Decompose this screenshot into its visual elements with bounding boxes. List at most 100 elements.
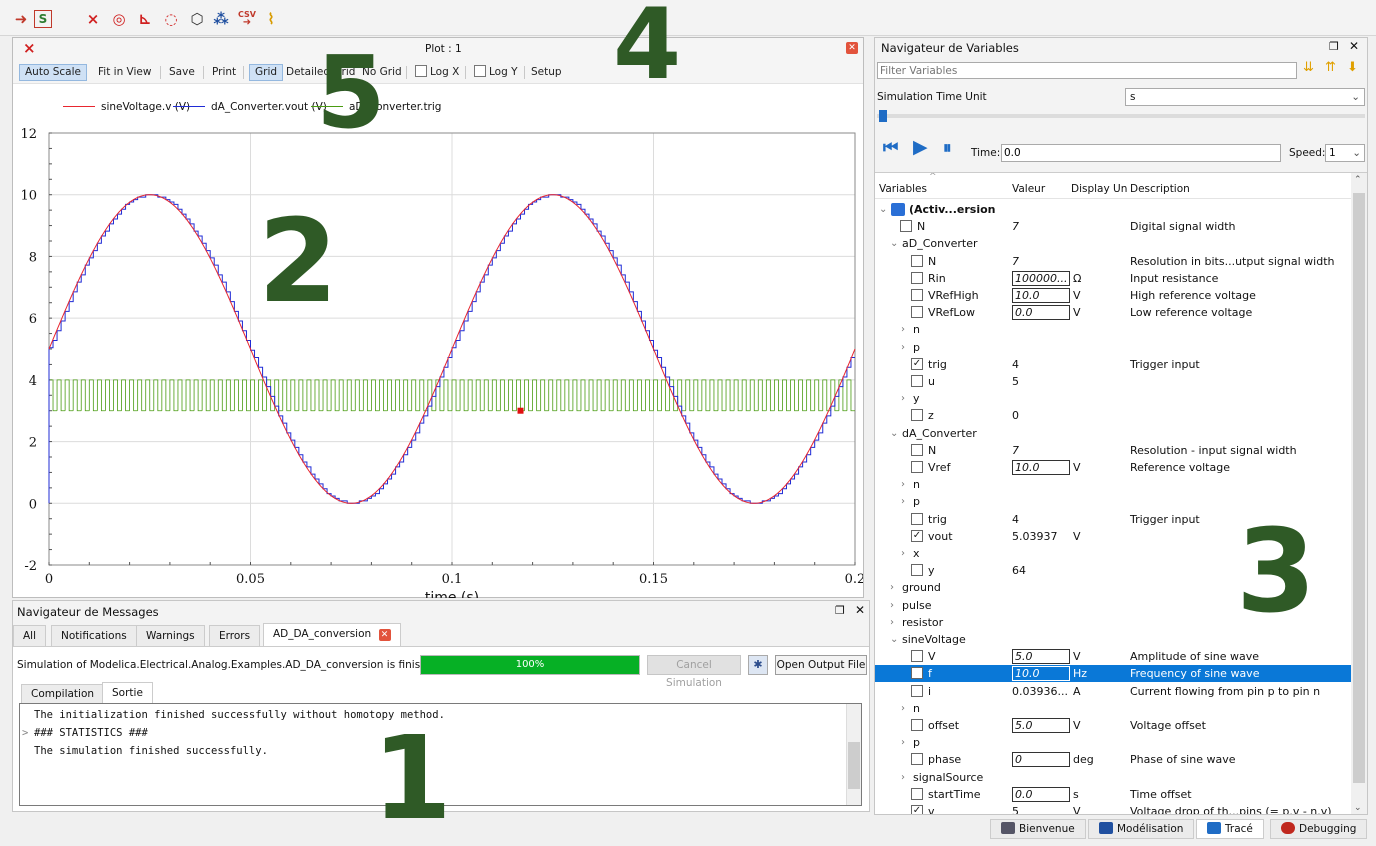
log-y-toggle[interactable]: Log Y xyxy=(469,64,523,81)
variable-value-input[interactable]: 10.0 xyxy=(1012,288,1070,303)
variable-row[interactable]: ✓ vout 5.03937 V xyxy=(875,528,1351,545)
new-plot-icon[interactable]: ⨯ xyxy=(86,10,100,28)
plot-variable-checkbox[interactable] xyxy=(911,289,923,301)
chevron-right-icon[interactable]: › xyxy=(901,496,905,508)
variable-row[interactable]: › y xyxy=(875,390,1351,407)
series-line-vout[interactable] xyxy=(48,194,855,504)
time-unit-select[interactable]: s ⌄ xyxy=(1125,88,1365,106)
export-csv-icon[interactable]: CSV ➜ xyxy=(238,10,256,28)
legend-item-vout[interactable]: dA_Converter.vout (V) xyxy=(173,100,327,114)
plot-variable-checkbox[interactable] xyxy=(911,650,923,663)
variable-value-input[interactable]: 0 xyxy=(1012,752,1070,768)
perspective-plotting[interactable]: Tracé xyxy=(1196,819,1264,839)
chevron-down-icon[interactable]: ⌄ xyxy=(890,238,899,250)
clear-plot-broom-icon[interactable]: ⌇ xyxy=(267,10,275,28)
variable-row[interactable]: ⌄ (Activ...ersion xyxy=(875,201,1351,218)
variable-row[interactable]: y 64 xyxy=(875,562,1351,579)
variable-row[interactable]: N 7 Resolution - input signal width xyxy=(875,442,1351,459)
save-button[interactable]: Save xyxy=(169,66,195,78)
plot-variable-checkbox[interactable] xyxy=(911,306,923,319)
setup-button[interactable]: Setup xyxy=(531,66,562,78)
tab-errors[interactable]: Errors xyxy=(209,625,261,646)
plot-variable-checkbox[interactable] xyxy=(911,375,923,387)
float-panel-icon[interactable]: ❐ xyxy=(835,604,845,617)
variable-row[interactable]: N 7 Resolution in bits...utput signal widt… xyxy=(875,253,1351,270)
chevron-right-icon[interactable]: › xyxy=(901,771,905,783)
parametric-plot-icon[interactable]: ◎ xyxy=(112,10,126,28)
chevron-right-icon[interactable]: › xyxy=(901,324,905,336)
expand-arrow-icon[interactable]: > xyxy=(22,727,29,739)
variable-row[interactable]: trig 4 Trigger input xyxy=(875,511,1351,528)
animation-icon[interactable]: ⬡ xyxy=(190,10,204,28)
variable-row[interactable]: ⌄ sineVoltage xyxy=(875,631,1351,648)
plot-variable-checkbox[interactable] xyxy=(911,271,923,284)
close-tab-icon[interactable]: ✕ xyxy=(378,629,391,641)
no-grid-button[interactable]: No Grid xyxy=(362,66,402,78)
close-panel-icon[interactable]: ✕ xyxy=(1349,39,1360,53)
close-plot-icon[interactable]: ✕ xyxy=(846,42,858,54)
variable-row[interactable]: › ground xyxy=(875,579,1351,596)
tree-scrollbar[interactable]: ⌃ ⌄ xyxy=(1351,173,1367,814)
cancel-simulation-button[interactable]: Cancel Simulation xyxy=(647,655,741,689)
rewind-icon[interactable]: ⏮ xyxy=(883,138,899,158)
chevron-down-icon[interactable]: ⌄ xyxy=(890,427,899,439)
chevron-right-icon[interactable]: › xyxy=(901,479,905,491)
log-scrollbar[interactable] xyxy=(846,704,861,805)
chevron-right-icon[interactable]: › xyxy=(901,341,905,353)
chevron-right-icon[interactable]: › xyxy=(890,599,894,611)
detailed-grid-button[interactable]: Detailed Grid xyxy=(286,66,356,78)
plot-variable-checkbox[interactable]: ✓ xyxy=(911,529,923,542)
variable-row[interactable]: › x xyxy=(875,545,1351,562)
time-slider-handle[interactable] xyxy=(879,110,887,122)
chevron-right-icon[interactable]: › xyxy=(890,582,894,594)
chevron-right-icon[interactable]: › xyxy=(901,702,905,714)
tab-compilation[interactable]: Compilation xyxy=(21,684,105,703)
array-parametric-plot-icon[interactable]: ◌ xyxy=(164,10,178,28)
plot-variable-checkbox[interactable] xyxy=(911,787,923,800)
plot-variable-checkbox[interactable] xyxy=(911,719,923,731)
tab-all[interactable]: All xyxy=(13,625,47,646)
plot-variable-checkbox[interactable] xyxy=(911,753,923,766)
diagram-icon[interactable]: ⁂ xyxy=(213,10,229,28)
perspective-welcome[interactable]: Bienvenue xyxy=(990,819,1086,839)
grid-button[interactable]: Grid xyxy=(249,64,284,81)
variable-row[interactable]: › p xyxy=(875,339,1351,356)
variable-row[interactable]: › n xyxy=(875,476,1351,493)
variable-row[interactable]: startTime 0.0 s Time offset xyxy=(875,786,1351,803)
tab-notifications[interactable]: Notifications xyxy=(51,625,137,646)
sort-down-icon[interactable]: ⬇ xyxy=(1347,60,1358,75)
variable-row[interactable]: › n xyxy=(875,700,1351,717)
variable-row[interactable]: VRefLow 0.0 V Low reference voltage xyxy=(875,304,1351,321)
output-log[interactable]: The initialization finished successfully… xyxy=(19,703,862,806)
variable-row[interactable]: › p xyxy=(875,734,1351,751)
variable-row[interactable]: › n xyxy=(875,321,1351,338)
variable-row[interactable]: ⌄ aD_Converter xyxy=(875,235,1351,252)
plot-variable-checkbox[interactable] xyxy=(911,443,923,456)
auto-scale-button[interactable]: Auto Scale xyxy=(19,64,87,81)
chevron-right-icon[interactable]: › xyxy=(901,737,905,749)
log-y-checkbox[interactable] xyxy=(474,65,486,77)
close-panel-icon[interactable]: ✕ xyxy=(855,603,866,617)
tab-output[interactable]: Sortie xyxy=(102,682,153,703)
variable-row[interactable]: › pulse xyxy=(875,597,1351,614)
chevron-down-icon[interactable]: ⌄ xyxy=(890,634,899,645)
filter-variables-input[interactable] xyxy=(877,62,1297,79)
perspective-modeling[interactable]: Modélisation xyxy=(1088,819,1195,839)
tab-simulation[interactable]: AD_DA_conversion ✕ xyxy=(263,623,401,646)
scroll-down-icon[interactable]: ⌄ xyxy=(1354,803,1362,813)
plot-variable-checkbox[interactable] xyxy=(911,409,923,422)
variable-row[interactable]: f 10.0 Hz Frequency of sine wave xyxy=(875,665,1351,683)
plot-variable-checkbox[interactable]: ✓ xyxy=(911,805,923,814)
variable-row[interactable]: ⌄ dA_Converter xyxy=(875,425,1351,442)
variable-value-input[interactable]: 0.0 xyxy=(1012,786,1070,802)
legend-item-sine[interactable]: sineVoltage.v (V) xyxy=(63,100,190,114)
column-header-description[interactable]: Description xyxy=(1130,183,1190,195)
variable-row[interactable]: › p xyxy=(875,493,1351,510)
variable-row[interactable]: phase 0 deg Phase of sine wave xyxy=(875,751,1351,768)
pause-icon[interactable]: ⏸ xyxy=(943,138,952,158)
variable-value-input[interactable]: 100000... xyxy=(1012,270,1070,286)
plot-variable-checkbox[interactable] xyxy=(911,461,923,473)
float-panel-icon[interactable]: ❐ xyxy=(1329,40,1339,53)
